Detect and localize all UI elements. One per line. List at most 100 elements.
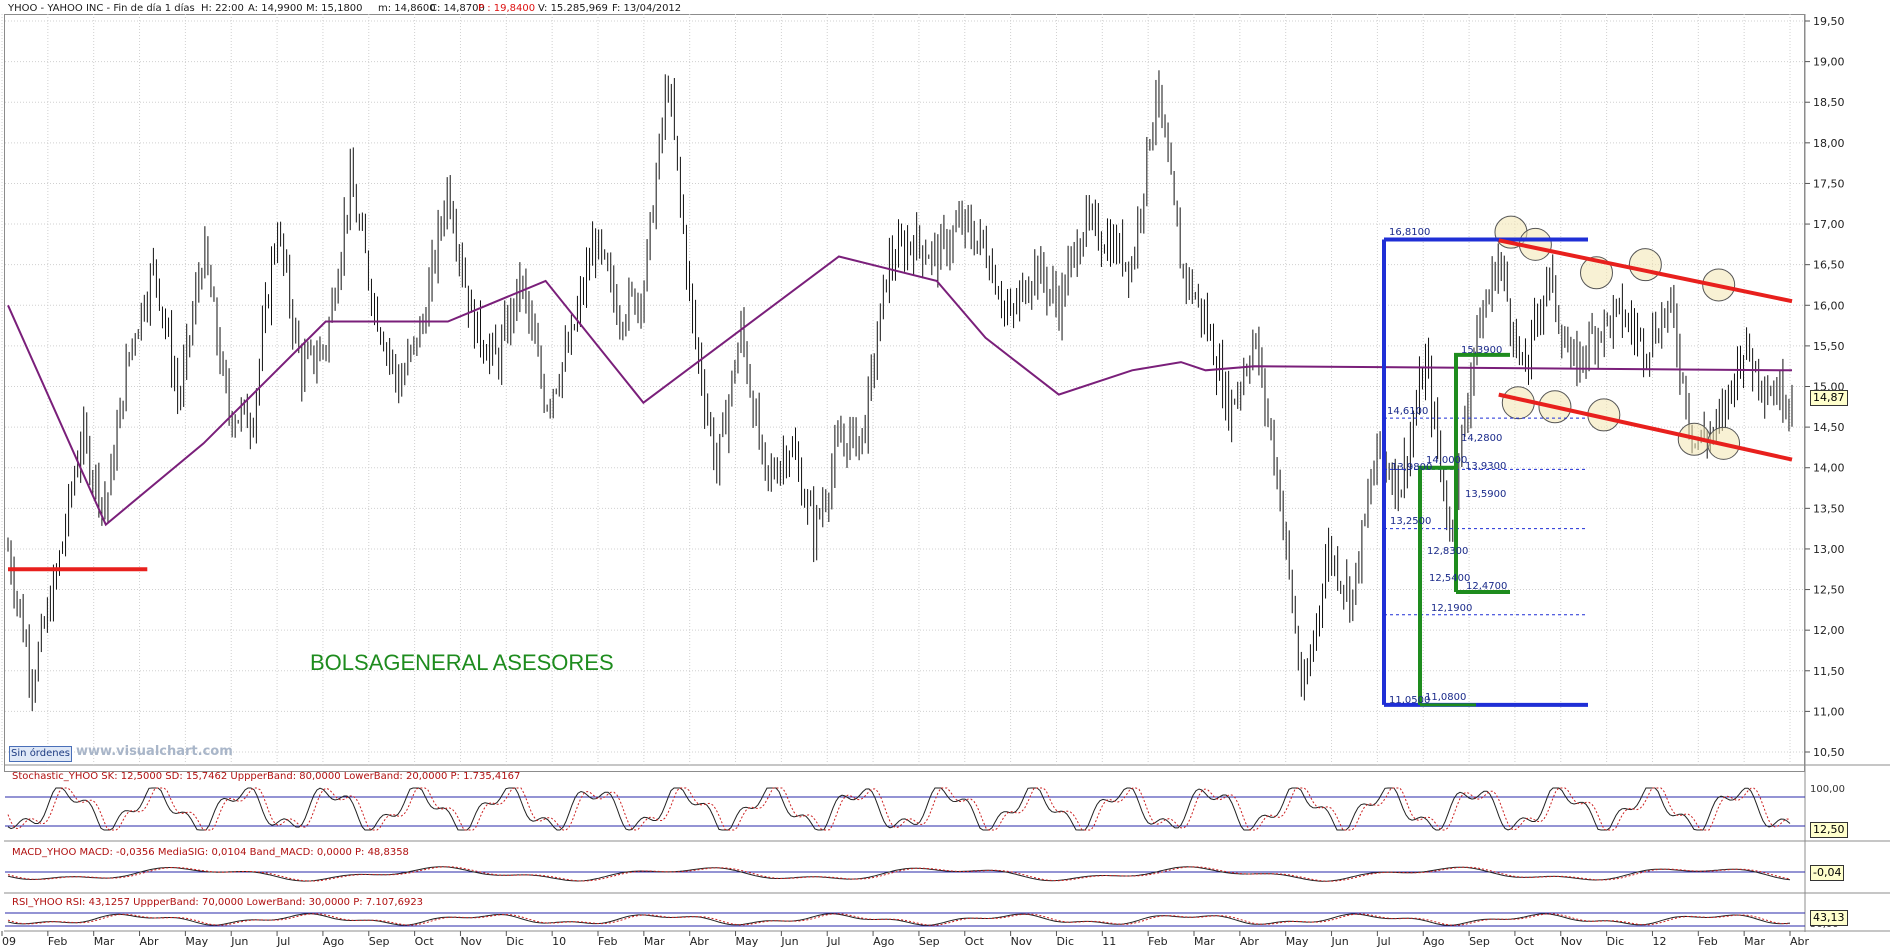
x-tick-label: Feb bbox=[598, 935, 617, 947]
x-tick-label: Abr bbox=[1240, 935, 1260, 947]
x-tick-label: Sep bbox=[1469, 935, 1490, 947]
x-tick-label: Abr bbox=[140, 935, 160, 947]
fib-label: 14,2800 bbox=[1461, 433, 1502, 444]
x-tick-label: Jun bbox=[230, 935, 248, 947]
y-tick-label: 10,50 bbox=[1813, 746, 1845, 759]
grid-lines bbox=[1, 14, 1805, 765]
x-tick-label: Abr bbox=[690, 935, 710, 947]
green-mid-label: 14,0000 bbox=[1426, 455, 1467, 466]
trend-line bbox=[1498, 392, 1793, 462]
fib-label: 12,1900 bbox=[1431, 603, 1472, 614]
y-tick-label: 12,00 bbox=[1813, 624, 1845, 637]
y-tick-label: 16,50 bbox=[1813, 259, 1845, 272]
x-tick-label: Mar bbox=[1194, 935, 1215, 947]
pivot-circle bbox=[1628, 248, 1662, 282]
x-tick-label: Oct bbox=[415, 935, 435, 947]
y-tick-label: 18,00 bbox=[1813, 137, 1845, 150]
x-tick-label: Dic bbox=[1607, 935, 1625, 947]
header-volume: V: 15.285,969 bbox=[538, 3, 608, 14]
x-tick-label: Nov bbox=[1011, 935, 1033, 947]
header-date: F: 13/04/2012 bbox=[612, 3, 681, 14]
x-tick-label: Ago bbox=[1423, 935, 1445, 947]
x-tick-label: Feb bbox=[1698, 935, 1717, 947]
no-orders-button[interactable]: Sin órdenes bbox=[9, 746, 72, 762]
fib-label: 12,8300 bbox=[1427, 546, 1468, 557]
pivot-circles bbox=[1494, 215, 1741, 460]
fib-label: 13,2500 bbox=[1390, 516, 1431, 527]
y-tick-label: 18,50 bbox=[1813, 96, 1845, 109]
macd-title: MACD_YHOO MACD: -0,0356 MediaSIG: 0,0104… bbox=[12, 847, 409, 858]
green-top-label: 15,3900 bbox=[1461, 345, 1502, 356]
x-tick-label: Nov bbox=[1561, 935, 1583, 947]
fib-label: 12,5400 bbox=[1429, 573, 1470, 584]
header-hour: H: 22:00 bbox=[201, 3, 244, 14]
x-tick-label: Jun bbox=[780, 935, 798, 947]
y-tick-label: 15,50 bbox=[1813, 340, 1845, 353]
fib-label: 13,5900 bbox=[1465, 489, 1506, 500]
header-high: M: 15,1800 bbox=[306, 3, 363, 14]
x-tick-label: Nov bbox=[460, 935, 482, 947]
x-tick-label: Jul bbox=[1376, 935, 1390, 947]
x-tick-label: Feb bbox=[48, 935, 67, 947]
macd-panel bbox=[5, 866, 1805, 882]
x-tick-label: Dic bbox=[1056, 935, 1074, 947]
x-axis-ticks: 09 Feb Mar Abr May Jun Jul Ago Sep Oct Nov Dic 10 Feb… bbox=[1, 931, 1810, 947]
x-tick-label: Sep bbox=[369, 935, 390, 947]
trend-lines bbox=[8, 238, 1793, 572]
y-tick-label: 11,00 bbox=[1813, 705, 1845, 718]
header-info: YHOO - YAHOO INC - Fin de día 1 días H: … bbox=[7, 2, 681, 14]
last-price-box: 14,87 bbox=[1810, 390, 1848, 406]
x-tick-label: Mar bbox=[94, 935, 115, 947]
x-tick-label: Jun bbox=[1331, 935, 1349, 947]
watermark-text: BOLSAGENERAL ASESORES bbox=[310, 650, 614, 675]
green-level-lower bbox=[1418, 465, 1456, 705]
site-url: www.visualchart.com bbox=[76, 744, 233, 759]
indicator-line bbox=[7, 866, 1791, 882]
header-close: C: 14,8700 bbox=[430, 3, 485, 14]
y-tick-label: 14,50 bbox=[1813, 421, 1845, 434]
y-tick-label: 17,00 bbox=[1813, 218, 1845, 231]
y-tick-label: 11,50 bbox=[1813, 665, 1845, 678]
y-tick-label: 14,00 bbox=[1813, 462, 1845, 475]
y-tick-label: 13,00 bbox=[1813, 543, 1845, 556]
blue-top-label: 16,8100 bbox=[1389, 227, 1430, 238]
y-tick-label: 16,00 bbox=[1813, 299, 1845, 312]
level-labels: 16,8100 11,0500 11,0800 15,3900 14,0000 … bbox=[1387, 227, 1507, 706]
header-bar bbox=[0, 0, 1890, 14]
header-percent: P : 19,8400 bbox=[478, 3, 535, 14]
x-tick-label: 12 bbox=[1652, 935, 1666, 947]
x-tick-label: Oct bbox=[1515, 935, 1535, 947]
fib-label: 13,9300 bbox=[1465, 461, 1506, 472]
indicator-signal-line bbox=[7, 866, 1791, 882]
green-level-upper bbox=[1454, 352, 1510, 592]
indicator-titles: Stochastic_YHOO SK: 12,5000 SD: 15,7462 … bbox=[12, 771, 520, 908]
x-tick-label: 11 bbox=[1102, 935, 1116, 947]
x-tick-label: 10 bbox=[552, 935, 566, 947]
x-tick-label: Sep bbox=[919, 935, 940, 947]
x-tick-label: Ago bbox=[323, 935, 345, 947]
x-tick-label: Abr bbox=[1790, 935, 1810, 947]
y-tick-label: 19,00 bbox=[1813, 56, 1845, 69]
stochastic-title: Stochastic_YHOO SK: 12,5000 SD: 15,7462 … bbox=[12, 771, 520, 782]
x-tick-label: 09 bbox=[2, 935, 16, 947]
rsi-panel bbox=[5, 912, 1805, 927]
y-tick-label: 19,50 bbox=[1813, 15, 1845, 28]
main-chart-frame bbox=[4, 14, 1805, 772]
x-tick-label: Mar bbox=[1744, 935, 1765, 947]
range-box bbox=[1382, 237, 1588, 707]
y-tick-label: 13,50 bbox=[1813, 502, 1845, 515]
fib-label: 14,6100 bbox=[1387, 406, 1428, 417]
stoch-scale-top: 100,00 bbox=[1810, 784, 1845, 795]
x-tick-label: Jul bbox=[276, 935, 290, 947]
y-axis-ticks: 10,50 11,00 11,50 12,00 12,50 13,00 13,50 14,00… bbox=[1805, 15, 1845, 759]
x-tick-label: Oct bbox=[965, 935, 985, 947]
green-bottom-label: 12,4700 bbox=[1466, 581, 1507, 592]
y-tick-label: 12,50 bbox=[1813, 584, 1845, 597]
header-open: A: 14,9900 bbox=[248, 3, 303, 14]
indicator-line bbox=[7, 787, 1791, 831]
rsi-value-box: 43,13 bbox=[1810, 910, 1848, 926]
x-tick-label: May bbox=[1286, 935, 1309, 947]
trend-line bbox=[1498, 238, 1793, 304]
header-symbol: YHOO - YAHOO INC - Fin de día 1 días bbox=[7, 2, 195, 14]
